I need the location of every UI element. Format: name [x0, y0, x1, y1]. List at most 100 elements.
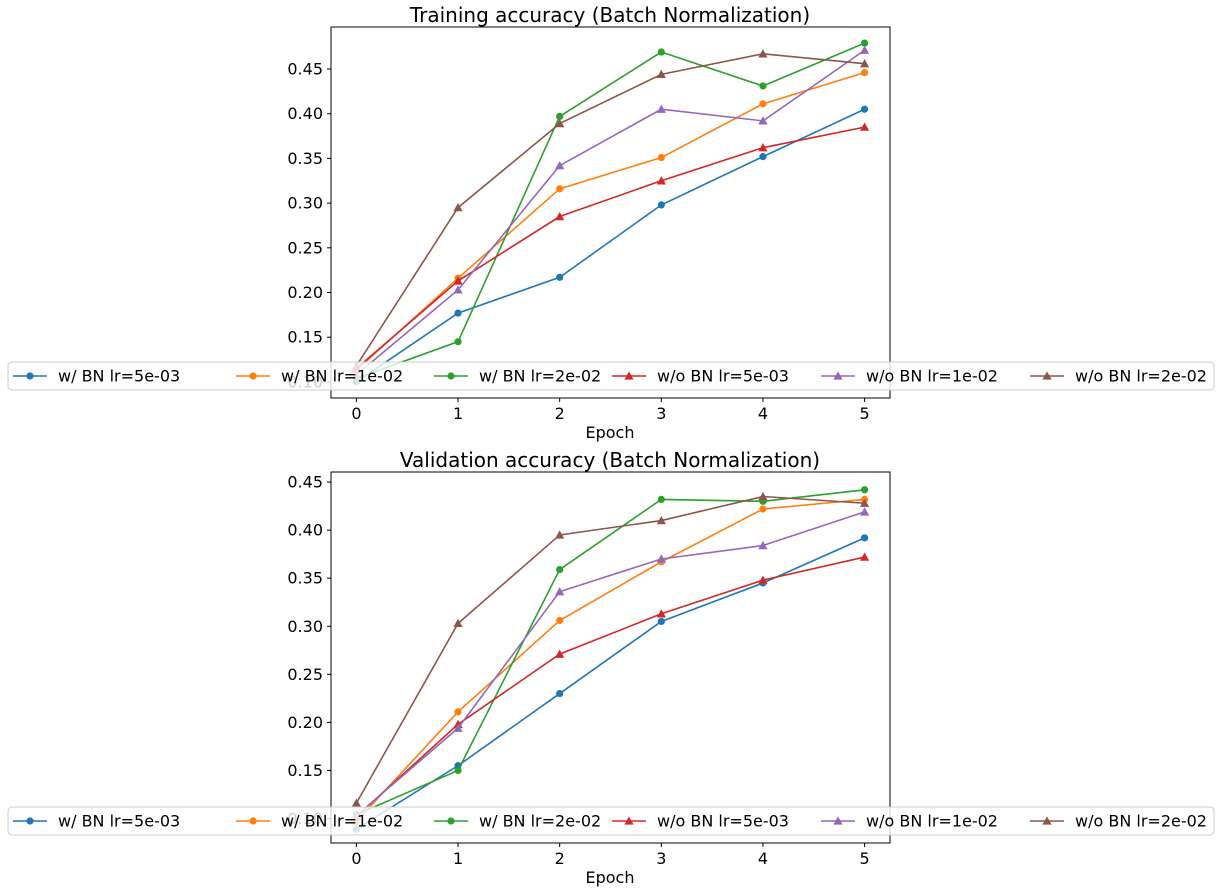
legend-marker: [833, 371, 843, 380]
legend-marker: [26, 817, 34, 825]
legend-item: w/ BN lr=2e-02: [434, 812, 601, 831]
data-point: [759, 82, 767, 90]
data-point: [859, 45, 870, 54]
chart-training-accuracy: Training accuracy (Batch Normalization) …: [7, 3, 1215, 442]
series-line: [355, 53, 865, 367]
data-point: [453, 285, 463, 294]
y-tick-label: 0.45: [287, 60, 323, 79]
data-point: [657, 617, 665, 626]
data-point: [860, 486, 869, 494]
series-line: [355, 556, 865, 818]
y-tick-label: 0.45: [287, 473, 323, 492]
legend-marker: [624, 816, 634, 825]
legend-label: w/o BN lr=5e-03: [657, 812, 789, 831]
data-point: [860, 68, 869, 77]
x-tick-label: 2: [555, 404, 565, 423]
legend-item: w/ BN lr=5e-03: [13, 367, 180, 386]
data-point: [859, 59, 870, 68]
legend-marker: [624, 371, 634, 380]
x-tick-label: 3: [656, 849, 666, 868]
x-tick-label: 2: [555, 849, 565, 868]
x-axis-label: Epoch: [586, 868, 635, 887]
series-line: [356, 488, 865, 816]
legend-marker: [833, 816, 843, 825]
legend-item: w/o BN lr=1e-02: [821, 812, 998, 831]
series-line: [355, 49, 866, 376]
data-point: [656, 69, 666, 79]
legend-marker: [26, 372, 34, 380]
data-point: [453, 276, 463, 285]
data-point: [657, 201, 665, 209]
data-point: [859, 507, 870, 516]
legend-marker: [249, 817, 257, 825]
data-point: [656, 515, 666, 525]
series-line: [355, 537, 865, 830]
data-point: [860, 105, 869, 113]
y-tick-label: 0.30: [287, 617, 323, 636]
series-line: [355, 108, 865, 383]
legend: w/ BN lr=5e-03 w/ BN lr=1e-02 w/ BN lr=2e-…: [7, 806, 1215, 836]
data-point: [758, 49, 768, 58]
legend-marker: [1042, 816, 1052, 825]
data-point: [556, 112, 564, 120]
data-point: [454, 309, 462, 317]
data-point: [555, 118, 565, 128]
x-tick-label: 0: [351, 849, 361, 868]
data-point: [860, 39, 869, 47]
legend-label: w/ BN lr=5e-03: [58, 812, 180, 831]
data-point: [454, 708, 462, 716]
data-point: [859, 498, 870, 507]
data-point: [453, 618, 463, 628]
legend-item: w/o BN lr=2e-02: [1030, 367, 1207, 386]
legend-marker: [447, 817, 455, 825]
y-tick-label: 0.30: [287, 194, 323, 213]
data-point: [454, 338, 462, 346]
legend-item: w/o BN lr=1e-02: [821, 367, 998, 386]
data-point: [758, 143, 768, 152]
x-tick-label: 0: [351, 404, 361, 423]
y-tick-label: 0.25: [287, 238, 323, 257]
series-4: [351, 552, 870, 821]
legend-item: w/ BN lr=1e-02: [236, 812, 403, 831]
y-tick-label: 0.40: [287, 521, 323, 540]
data-point: [555, 211, 565, 221]
data-point: [758, 116, 768, 125]
legend-label: w/ BN lr=5e-03: [58, 367, 180, 386]
data-point: [454, 766, 462, 775]
data-point: [556, 616, 564, 625]
legend-label: w/o BN lr=2e-02: [1075, 367, 1207, 386]
x-tick-label: 1: [453, 849, 463, 868]
legend-item: w/ BN lr=1e-02: [236, 367, 403, 386]
y-tick-label: 0.15: [287, 328, 323, 347]
data-point: [556, 565, 564, 574]
plot-area-frame: [330, 471, 891, 844]
data-point: [759, 100, 767, 108]
legend-item: w/o BN lr=2e-02: [1030, 812, 1207, 831]
chart-title: Training accuracy (Batch Normalization): [409, 3, 810, 27]
y-tick-label: 0.40: [287, 104, 323, 123]
x-tick-label: 1: [453, 404, 463, 423]
series-line: [355, 498, 865, 822]
data-point: [759, 505, 767, 513]
data-point: [556, 185, 564, 193]
y-tick-label: 0.25: [287, 665, 323, 684]
data-point: [556, 273, 564, 281]
legend-marker: [447, 372, 455, 380]
series-3: [352, 39, 869, 382]
data-point: [556, 689, 564, 698]
legend-label: w/o BN lr=5e-03: [657, 367, 789, 386]
legend-marker: [1042, 371, 1052, 380]
data-point: [758, 491, 768, 501]
legend: w/ BN lr=5e-03 w/ BN lr=1e-02 w/ BN lr=2e-…: [7, 361, 1215, 391]
series-6: [351, 491, 870, 807]
legend-label: w/ BN lr=1e-02: [281, 367, 403, 386]
series-line: [355, 511, 865, 817]
y-tick-label: 0.20: [287, 713, 323, 732]
data-point: [657, 495, 665, 503]
data-point: [657, 153, 665, 162]
series-5: [351, 507, 870, 820]
legend-frame: [7, 361, 1215, 391]
data-point: [351, 798, 362, 807]
